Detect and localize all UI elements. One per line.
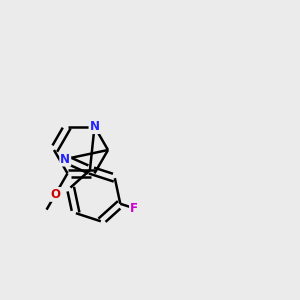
Text: O: O xyxy=(50,188,60,201)
Text: F: F xyxy=(130,202,138,215)
Text: N: N xyxy=(60,153,70,166)
Text: N: N xyxy=(89,120,100,133)
